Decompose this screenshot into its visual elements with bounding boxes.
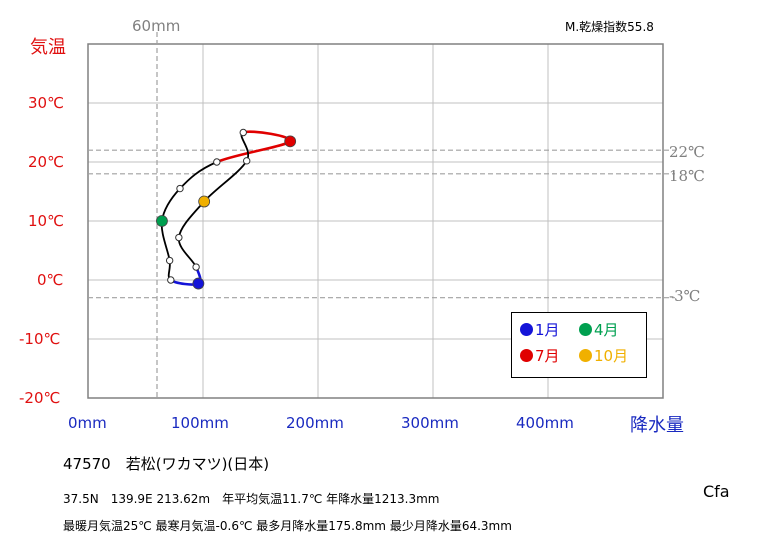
curve-segment xyxy=(242,130,292,143)
legend-label: 1月 xyxy=(535,321,560,339)
y-tick-label: -10℃ xyxy=(19,330,61,348)
y-tick-label: 10℃ xyxy=(28,212,64,230)
x-tick-label: 200mm xyxy=(286,414,344,432)
y-axis-label: 気温 xyxy=(30,37,66,58)
legend-dot-icon xyxy=(579,349,592,362)
legend-item-jan: 1月 xyxy=(520,319,560,340)
legend-item-jul: 7月 xyxy=(520,345,560,366)
ref-label-60mm: 60mm xyxy=(132,17,181,35)
ref-label-18c: 18℃ xyxy=(669,167,705,185)
y-tick-label: 30℃ xyxy=(28,94,64,112)
month-point-highlight xyxy=(198,195,211,208)
y-tick-label: 20℃ xyxy=(28,153,64,171)
x-axis-label: 降水量 xyxy=(630,415,684,436)
legend-label: 4月 xyxy=(594,321,619,339)
curve-segment xyxy=(216,140,292,164)
month-point xyxy=(176,184,184,193)
month-point-highlight xyxy=(156,215,168,227)
station-title: 47570 若松(ワカマツ)(日本) xyxy=(63,455,270,473)
curve-segment xyxy=(179,161,218,190)
y-tick-label: -20℃ xyxy=(19,389,61,407)
station-stats-line2: 最暖月気温25℃ 最寒月気温-0.6℃ 最多月降水量175.8mm 最少月降水量… xyxy=(63,519,512,533)
legend-dot-icon xyxy=(520,349,533,362)
x-tick-label: 400mm xyxy=(516,414,574,432)
month-point-highlight xyxy=(284,135,297,148)
curve-segment xyxy=(160,220,171,261)
curve-segment xyxy=(203,160,248,203)
month-point xyxy=(167,276,175,284)
y-tick-label: 0℃ xyxy=(37,271,64,289)
legend-item-oct: 10月 xyxy=(579,345,628,366)
x-tick-label: 100mm xyxy=(171,414,229,432)
month-point xyxy=(243,157,251,165)
plot-frame xyxy=(87,43,664,399)
climate-curve xyxy=(160,130,292,286)
x-tick-label: 300mm xyxy=(401,414,459,432)
month-points xyxy=(156,128,297,290)
month-point xyxy=(213,158,221,166)
legend-label: 7月 xyxy=(535,347,560,365)
ref-label-minus3c: -3℃ xyxy=(669,287,701,305)
month-point xyxy=(165,256,174,265)
month-point xyxy=(192,263,200,271)
x-tick-label: 0mm xyxy=(68,414,107,432)
climate-class: Cfa xyxy=(703,482,730,501)
ref-label-22c: 22℃ xyxy=(669,143,705,161)
legend: 1月 4月 7月 10月 xyxy=(511,312,647,378)
month-point xyxy=(175,233,183,242)
legend-dot-icon xyxy=(579,323,592,336)
station-stats-line1: 37.5N 139.9E 213.62m 年平均気温11.7℃ 年降水量1213… xyxy=(63,492,440,506)
curve-segment xyxy=(240,131,250,162)
month-point xyxy=(239,128,247,137)
month-point-highlight xyxy=(192,277,205,290)
dryness-index-label: M.乾燥指数55.8 xyxy=(565,20,654,34)
curve-segment xyxy=(177,237,197,268)
reference-lines xyxy=(88,32,675,398)
legend-label: 10月 xyxy=(594,347,629,365)
curve-segment xyxy=(177,200,205,238)
legend-dot-icon xyxy=(520,323,533,336)
legend-item-apr: 4月 xyxy=(579,319,619,340)
